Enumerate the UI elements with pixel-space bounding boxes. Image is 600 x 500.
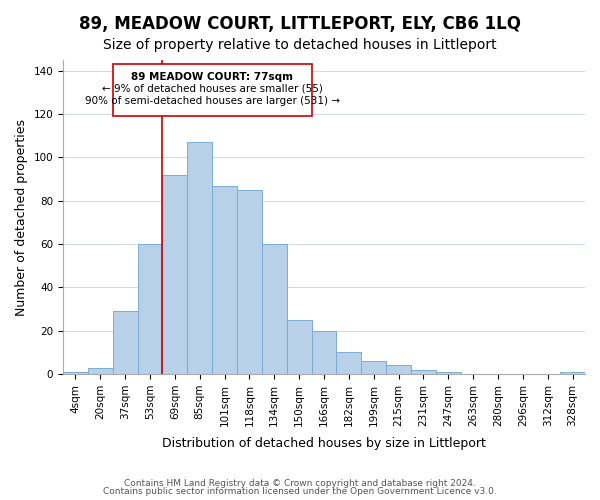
Bar xyxy=(88,368,113,374)
Bar xyxy=(560,372,585,374)
Bar xyxy=(63,372,88,374)
Text: 89, MEADOW COURT, LITTLEPORT, ELY, CB6 1LQ: 89, MEADOW COURT, LITTLEPORT, ELY, CB6 1… xyxy=(79,15,521,33)
Bar xyxy=(212,186,237,374)
Bar xyxy=(411,370,436,374)
FancyBboxPatch shape xyxy=(113,64,311,116)
Bar xyxy=(311,330,337,374)
Bar xyxy=(137,244,163,374)
Bar xyxy=(287,320,311,374)
Bar xyxy=(187,142,212,374)
Bar xyxy=(386,366,411,374)
Bar xyxy=(163,175,187,374)
X-axis label: Distribution of detached houses by size in Littleport: Distribution of detached houses by size … xyxy=(162,437,486,450)
Text: Contains public sector information licensed under the Open Government Licence v3: Contains public sector information licen… xyxy=(103,487,497,496)
Text: Size of property relative to detached houses in Littleport: Size of property relative to detached ho… xyxy=(103,38,497,52)
Bar xyxy=(262,244,287,374)
Bar xyxy=(436,372,461,374)
Text: ← 9% of detached houses are smaller (55): ← 9% of detached houses are smaller (55) xyxy=(102,84,323,94)
Text: Contains HM Land Registry data © Crown copyright and database right 2024.: Contains HM Land Registry data © Crown c… xyxy=(124,478,476,488)
Y-axis label: Number of detached properties: Number of detached properties xyxy=(15,118,28,316)
Bar xyxy=(361,361,386,374)
Bar xyxy=(237,190,262,374)
Text: 90% of semi-detached houses are larger (531) →: 90% of semi-detached houses are larger (… xyxy=(85,96,340,106)
Bar xyxy=(337,352,361,374)
Text: 89 MEADOW COURT: 77sqm: 89 MEADOW COURT: 77sqm xyxy=(131,72,293,82)
Bar xyxy=(113,311,137,374)
